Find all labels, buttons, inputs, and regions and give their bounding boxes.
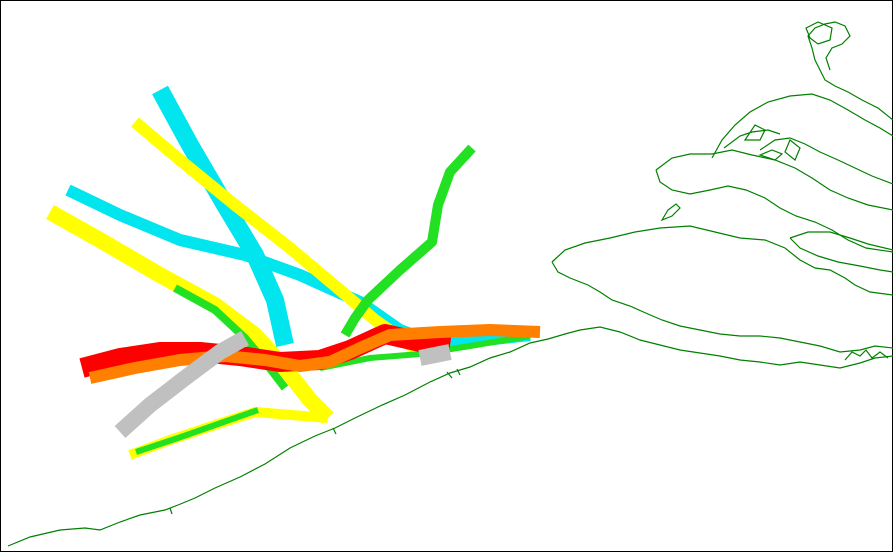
island-north	[711, 93, 893, 185]
islet-small	[660, 203, 681, 222]
island-large	[551, 225, 893, 353]
coastline-south	[7, 326, 893, 547]
island-middle	[655, 149, 893, 253]
coast-detail-southeast	[844, 349, 889, 361]
island-north-inner	[723, 124, 801, 161]
island-inner	[789, 231, 893, 273]
yellow-track-2	[46, 205, 334, 424]
gray-track	[114, 331, 452, 438]
coast-north-spit	[805, 21, 893, 121]
orange-track	[88, 324, 541, 384]
green-track-1	[340, 144, 476, 338]
coastline-marks	[169, 368, 461, 515]
coastline-layer	[7, 21, 893, 547]
tracks-layer	[46, 85, 541, 460]
cyan-track-1	[152, 85, 294, 347]
